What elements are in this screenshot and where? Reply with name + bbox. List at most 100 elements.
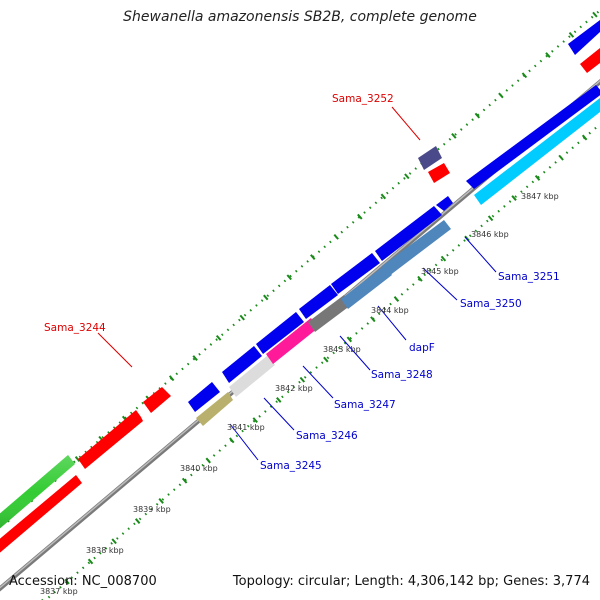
gene-blue-3247[interactable] xyxy=(299,285,338,319)
ruler-tick xyxy=(205,457,211,464)
ruler-tick xyxy=(558,154,564,161)
gene-khaki-3245[interactable] xyxy=(196,392,233,426)
kbp-label: 3841 kbp xyxy=(227,423,265,432)
gene-label-dapf[interactable]: dapF xyxy=(409,342,435,354)
ruler-tick xyxy=(333,233,339,240)
genome-summary-text: Topology: circular; Length: 4,306,142 bp… xyxy=(232,574,590,589)
gene-cyan-3251[interactable] xyxy=(474,98,600,205)
gene-gray-3248[interactable] xyxy=(308,295,351,332)
ruler-tick xyxy=(545,52,551,58)
gene-steel-dapf[interactable] xyxy=(341,265,392,309)
ruler-tick xyxy=(74,456,81,462)
kbp-label: 3839 kbp xyxy=(133,505,171,514)
ruler-tick xyxy=(87,558,94,565)
kbp-label: 3842 kbp xyxy=(275,384,313,393)
gene-red-small[interactable] xyxy=(428,163,450,183)
gene-label-sama-3245[interactable]: Sama_3245 xyxy=(260,460,322,472)
ruler-tick xyxy=(286,274,292,281)
ruler-tick xyxy=(239,314,245,321)
ruler-tick xyxy=(192,355,198,361)
ruler-tick xyxy=(215,334,222,341)
ruler-tick xyxy=(276,397,282,403)
leader-sama-3248 xyxy=(339,335,371,371)
ruler-tick xyxy=(393,296,400,302)
leader-dapf xyxy=(377,305,407,341)
gene-navy-sama-3252[interactable] xyxy=(418,146,442,170)
map-title: Shewanella amazonensis SB2B, complete ge… xyxy=(123,9,477,25)
gene-blue-dapf[interactable] xyxy=(375,206,442,261)
accession-text: Accession: NC_008700 xyxy=(9,574,157,589)
ruler-tick xyxy=(229,437,235,444)
leader-sama-3246 xyxy=(263,397,295,431)
gene-label-sama-3247[interactable]: Sama_3247 xyxy=(334,399,396,411)
ruler-tick xyxy=(168,375,175,382)
gene-label-sama-3246[interactable]: Sama_3246 xyxy=(296,430,358,442)
gene-blue-small[interactable] xyxy=(436,196,453,211)
gene-lightgray-3246[interactable] xyxy=(229,355,275,397)
kbp-scale-labels: 3837 kbp 3838 kbp 3839 kbp 3840 kbp 3841… xyxy=(40,192,559,596)
gene-steel-3250[interactable] xyxy=(382,220,451,276)
gene-blue-3251-long[interactable] xyxy=(466,85,600,189)
gene-red-top-right[interactable] xyxy=(580,48,600,73)
ruler-tick xyxy=(263,294,269,301)
ruler-tick xyxy=(323,356,329,363)
gene-blue-3246[interactable] xyxy=(256,312,304,354)
gene-blue-3248[interactable] xyxy=(331,253,380,294)
leader-sama-3251 xyxy=(464,236,497,273)
ruler-tick xyxy=(310,254,316,260)
gene-label-sama-3248[interactable]: Sama_3248 xyxy=(371,369,433,381)
blue-leader-lines xyxy=(229,236,497,461)
gene-label-sama-3250[interactable]: Sama_3250 xyxy=(460,298,522,310)
leader-sama-3247 xyxy=(302,365,334,399)
kbp-label: 3844 kbp xyxy=(371,306,409,315)
inner-ruler-track xyxy=(43,122,600,600)
ruler-tick xyxy=(498,92,504,99)
kbp-label: 3847 kbp xyxy=(521,192,559,201)
leader-sama-3244 xyxy=(97,332,133,368)
ruler-tick xyxy=(487,215,494,222)
ruler-tick xyxy=(111,538,117,545)
ruler-tick xyxy=(64,578,70,585)
ruler-tick xyxy=(464,235,470,242)
kbp-label: 3840 kbp xyxy=(180,464,218,473)
ruler-tick xyxy=(346,336,353,343)
gene-blue-top-right[interactable] xyxy=(568,20,600,55)
ruler-tick xyxy=(380,193,387,200)
kbp-label: 3846 kbp xyxy=(471,230,509,239)
gene-red-sama-3244[interactable] xyxy=(143,387,171,413)
ruler-tick xyxy=(357,213,363,220)
leader-sama-3245 xyxy=(229,423,259,461)
gene-blue-3245a[interactable] xyxy=(188,382,220,412)
ruler-tick xyxy=(511,195,517,201)
ruler-tick xyxy=(417,275,423,282)
ruler-tick xyxy=(592,11,598,18)
ruler-tick xyxy=(181,477,188,484)
gene-blue-3245b[interactable] xyxy=(222,346,262,383)
ruler-tick xyxy=(252,417,258,424)
gene-green[interactable] xyxy=(0,455,75,531)
ruler-tick xyxy=(134,518,141,524)
red-leader-lines xyxy=(97,106,421,368)
ruler-tick xyxy=(158,497,164,504)
ruler-tick xyxy=(534,174,541,181)
gene-pink-3247[interactable] xyxy=(266,318,318,364)
ruler-tick xyxy=(299,376,306,383)
gene-red-1[interactable] xyxy=(0,475,82,556)
ruler-tick xyxy=(474,112,481,119)
gene-label-sama-3252[interactable]: Sama_3252 xyxy=(332,93,394,105)
gene-red-2[interactable] xyxy=(78,410,143,469)
gene-label-sama-3244[interactable]: Sama_3244 xyxy=(44,322,106,334)
ruler-tick xyxy=(451,132,457,139)
ruler-tick xyxy=(568,31,575,38)
kbp-label: 3845 kbp xyxy=(421,267,459,276)
ruler-tick xyxy=(581,134,588,141)
leader-sama-3250 xyxy=(422,267,458,301)
kbp-label: 3843 kbp xyxy=(323,345,361,354)
ruler-tick xyxy=(370,316,376,323)
ruler-tick xyxy=(440,255,447,262)
gene-label-sama-3251[interactable]: Sama_3251 xyxy=(498,271,560,283)
leader-sama-3252 xyxy=(391,106,421,141)
